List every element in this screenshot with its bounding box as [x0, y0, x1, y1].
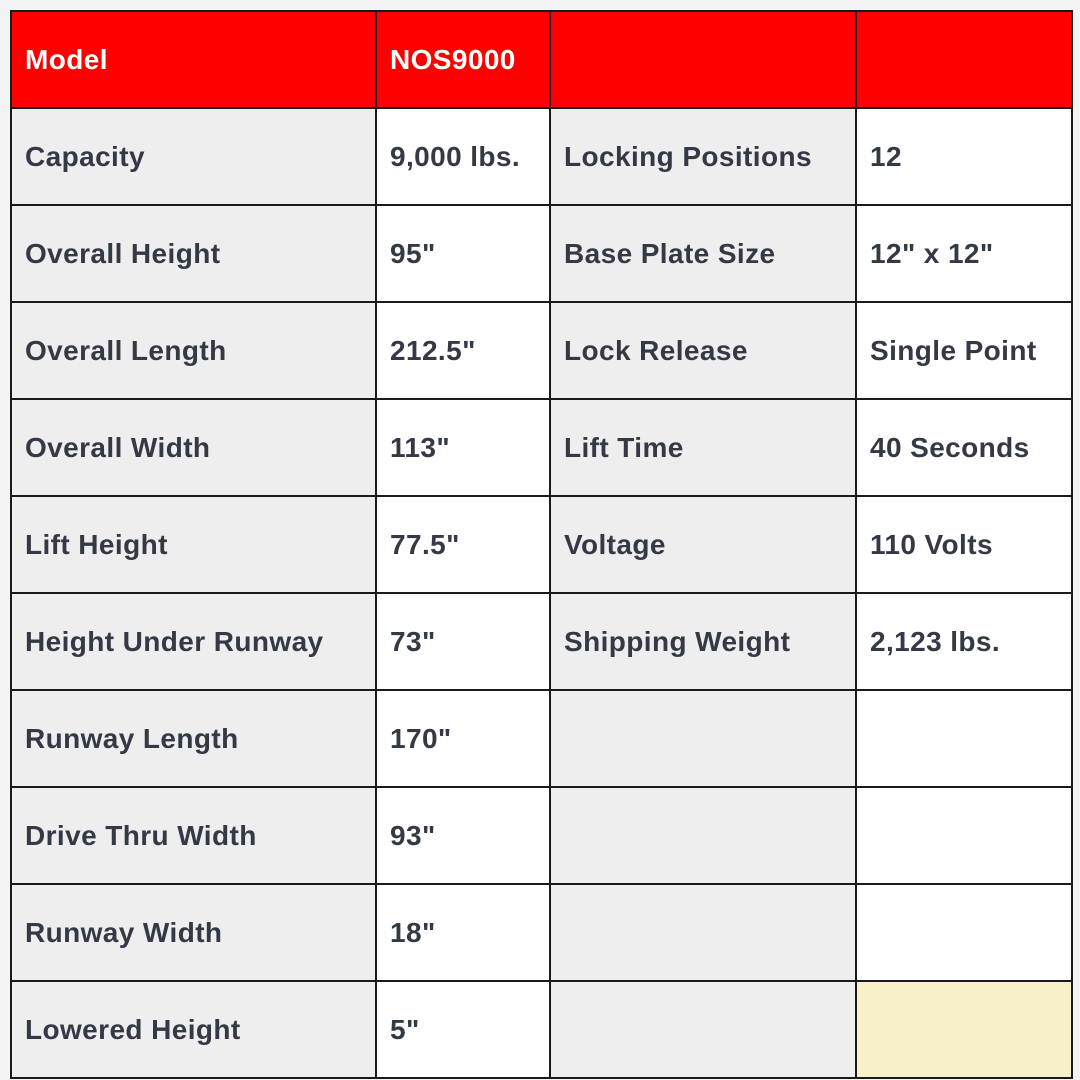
table-row: Overall Length 212.5" Lock Release Single P… [10, 301, 1073, 400]
spec-value: 170" [375, 689, 551, 788]
spec-label-2: Lock Release [549, 301, 857, 400]
table-row: Overall Width 113" Lift Time 40 Seconds [10, 398, 1073, 497]
spec-value: 73" [375, 592, 551, 691]
spec-label-2: Locking Positions [549, 107, 857, 206]
spec-label-2: Base Plate Size [549, 204, 857, 303]
table-row: Runway Width 18" [10, 883, 1073, 982]
header-model-label: Model [10, 10, 377, 109]
spec-label: Overall Width [10, 398, 377, 497]
table-row: Runway Length 170" [10, 689, 1073, 788]
spec-value: 9,000 lbs. [375, 107, 551, 206]
spec-label-2: Voltage [549, 495, 857, 594]
spec-value-2: 2,123 lbs. [855, 592, 1073, 691]
header-model-value: NOS9000 [375, 10, 551, 109]
spec-label-2: Lift Time [549, 398, 857, 497]
spec-value-2 [855, 980, 1073, 1079]
spec-value: 5" [375, 980, 551, 1079]
header-cell-3 [549, 10, 857, 109]
spec-table: Model NOS9000 Capacity 9,000 lbs. Locking … [10, 10, 1073, 1079]
spec-value: 93" [375, 786, 551, 885]
spec-value-2: 40 Seconds [855, 398, 1073, 497]
spec-value: 77.5" [375, 495, 551, 594]
spec-label: Lowered Height [10, 980, 377, 1079]
spec-label: Drive Thru Width [10, 786, 377, 885]
table-row: Lowered Height 5" [10, 980, 1073, 1079]
spec-value: 212.5" [375, 301, 551, 400]
spec-label: Runway Length [10, 689, 377, 788]
spec-value-2: 110 Volts [855, 495, 1073, 594]
spec-label: Height Under Runway [10, 592, 377, 691]
table-row: Overall Height 95" Base Plate Size 12" x 12… [10, 204, 1073, 303]
spec-value: 113" [375, 398, 551, 497]
spec-label-2 [549, 689, 857, 788]
spec-value-2 [855, 786, 1073, 885]
spec-value: 95" [375, 204, 551, 303]
spec-label-2 [549, 786, 857, 885]
spec-label: Overall Height [10, 204, 377, 303]
table-row: Capacity 9,000 lbs. Locking Positions 12 [10, 107, 1073, 206]
spec-label: Lift Height [10, 495, 377, 594]
spec-value-2 [855, 883, 1073, 982]
spec-value: 18" [375, 883, 551, 982]
spec-label: Capacity [10, 107, 377, 206]
spec-label: Overall Length [10, 301, 377, 400]
spec-label-2 [549, 980, 857, 1079]
spec-label-2 [549, 883, 857, 982]
table-row: Drive Thru Width 93" [10, 786, 1073, 885]
spec-value-2: 12" x 12" [855, 204, 1073, 303]
spec-label: Runway Width [10, 883, 377, 982]
spec-value-2 [855, 689, 1073, 788]
header-row: Model NOS9000 [10, 10, 1073, 109]
spec-value-2: Single Point [855, 301, 1073, 400]
header-cell-4 [855, 10, 1073, 109]
spec-label-2: Shipping Weight [549, 592, 857, 691]
table-row: Lift Height 77.5" Voltage 110 Volts [10, 495, 1073, 594]
table-row: Height Under Runway 73" Shipping Weight 2,1… [10, 592, 1073, 691]
spec-value-2: 12 [855, 107, 1073, 206]
